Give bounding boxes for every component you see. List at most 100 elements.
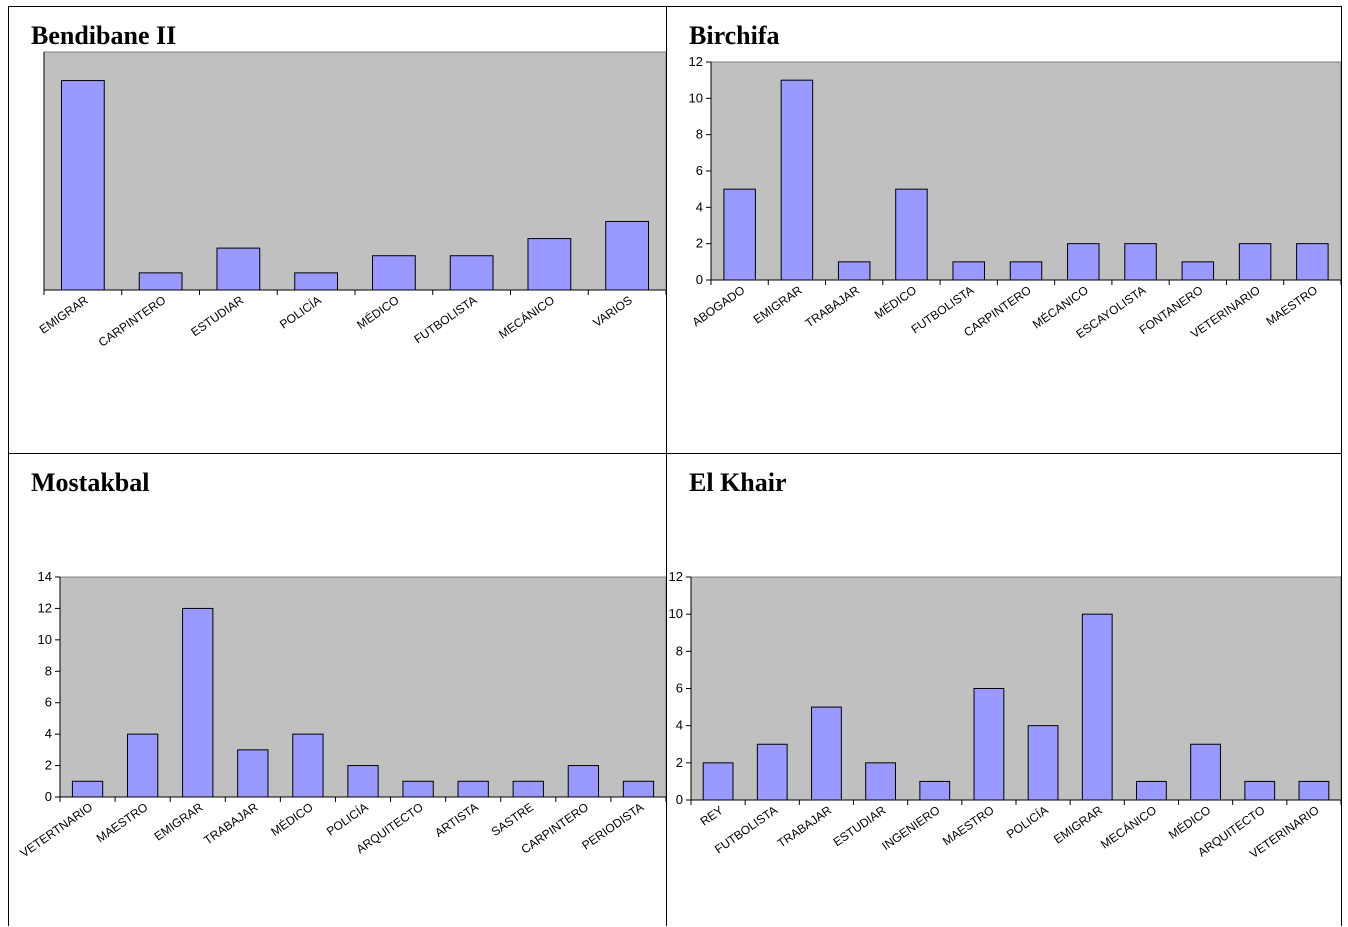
x-tick-label: TRABAJAR bbox=[775, 803, 835, 851]
x-tick-label: MÉDICO bbox=[268, 799, 316, 839]
panel-bendibane: Bendibane II EMIGRAR CARPINTERO ESTUDIAR PO… bbox=[8, 6, 667, 454]
bar bbox=[1238, 243, 1272, 281]
y-tick-label: 4 bbox=[676, 718, 683, 733]
panel-birchifa: Birchifa 0 2 4 6 8 10 12 ABOGADO EMIGRAR TRABAJAR… bbox=[666, 6, 1342, 454]
bar bbox=[1136, 780, 1167, 801]
bar bbox=[512, 780, 544, 798]
y-tick-label: 8 bbox=[676, 643, 683, 658]
x-tick-label: MÉDICO bbox=[871, 282, 919, 322]
y-tick-label: 6 bbox=[676, 681, 683, 696]
x-tick-label: POLICÍA bbox=[323, 799, 370, 838]
bar bbox=[952, 261, 985, 281]
bar bbox=[702, 762, 734, 801]
bar bbox=[622, 780, 655, 798]
y-tick-label: 14 bbox=[38, 569, 52, 584]
bar bbox=[1190, 743, 1221, 801]
y-tick-label: 2 bbox=[696, 236, 703, 251]
bar bbox=[294, 272, 339, 291]
bar bbox=[895, 188, 928, 281]
x-tick-label: POLICÍA bbox=[276, 292, 323, 331]
x-tick-label: TRABAJAR bbox=[201, 800, 261, 848]
x-tick-label: MÉDICO bbox=[354, 292, 402, 332]
x-tick-label: TRABAJAR bbox=[803, 283, 863, 331]
y-tick-label: 0 bbox=[45, 789, 52, 804]
y-tick-label: 0 bbox=[676, 792, 683, 807]
x-tick-label: MAESTRO bbox=[1263, 283, 1320, 329]
x-tick-label: FUTBOLISTA bbox=[411, 293, 479, 346]
y-tick-label: 8 bbox=[696, 127, 703, 142]
bar bbox=[1298, 780, 1330, 801]
bar bbox=[216, 247, 261, 291]
chart-title: Mostakbal bbox=[31, 468, 150, 497]
y-tick-label: 4 bbox=[45, 726, 52, 741]
y-tick-label: 6 bbox=[696, 163, 703, 178]
x-tick-label: MAESTRO bbox=[94, 800, 151, 846]
y-tick-label: 2 bbox=[45, 758, 52, 773]
bar bbox=[1181, 261, 1215, 281]
bar bbox=[138, 272, 183, 291]
bar bbox=[780, 79, 814, 281]
bar bbox=[126, 733, 159, 798]
x-tick-label: ESTUDIAR bbox=[188, 293, 246, 339]
bar bbox=[457, 780, 489, 798]
bar bbox=[527, 238, 572, 291]
x-tick-label: SASTRE bbox=[489, 800, 536, 839]
plot-area bbox=[690, 576, 1341, 801]
y-tick-label: 6 bbox=[45, 695, 52, 710]
y-tick-label: 12 bbox=[669, 569, 683, 584]
x-tick-label: PERIODISTA bbox=[579, 800, 646, 853]
bar bbox=[1067, 243, 1100, 281]
bar bbox=[60, 80, 105, 291]
x-tick-label: EMIGRAR bbox=[751, 283, 805, 327]
plot-area bbox=[59, 576, 666, 798]
y-tick-label: 4 bbox=[696, 199, 703, 214]
chart-title: Birchifa bbox=[689, 21, 780, 50]
x-tick-label: REY bbox=[698, 803, 726, 829]
bar-chart-el-khair: 024681012REYFUTBOLISTATRABAJARESTUDIARIN… bbox=[669, 569, 1341, 861]
bar bbox=[567, 765, 600, 798]
bar bbox=[865, 762, 896, 801]
bar bbox=[182, 607, 214, 798]
plot-area bbox=[710, 61, 1341, 281]
bar bbox=[811, 706, 842, 801]
bar bbox=[449, 255, 494, 291]
x-tick-label: EMIGRAR bbox=[152, 800, 206, 844]
chart-title: Bendibane II bbox=[31, 21, 177, 50]
x-tick-label: MAESTRO bbox=[940, 803, 997, 849]
x-tick-label: MÉDICO bbox=[1165, 802, 1213, 842]
bar bbox=[1124, 243, 1157, 281]
chart-title: El Khair bbox=[689, 468, 787, 497]
x-tick-label: EMIGRAR bbox=[37, 293, 91, 337]
bar bbox=[371, 255, 416, 291]
x-tick-label: MECÁNICO bbox=[1098, 802, 1160, 851]
panel-el-khair: El Khair 0 2 4 6 8 10 12 REY FUTBOLISTA TRABAJAR E… bbox=[666, 453, 1342, 926]
x-tick-label: VARIOS bbox=[590, 293, 634, 330]
y-tick-label: 10 bbox=[689, 90, 703, 105]
bar bbox=[919, 780, 951, 801]
x-tick-label: CARPINTERO bbox=[96, 293, 168, 350]
x-tick-label: ARTISTA bbox=[432, 800, 481, 840]
bar bbox=[292, 733, 324, 798]
bar bbox=[1009, 261, 1043, 281]
bar bbox=[347, 765, 379, 798]
bar bbox=[402, 780, 434, 798]
bar bbox=[71, 780, 104, 798]
x-tick-label: POLICÍA bbox=[1003, 802, 1050, 841]
y-tick-label: 10 bbox=[669, 606, 683, 621]
bar-chart-bendibane: EMIGRAR CARPINTERO ESTUDIAR POLICÍA MÉDICO FU… bbox=[37, 51, 666, 350]
y-tick-label: 2 bbox=[676, 755, 683, 770]
y-tick-label: 12 bbox=[38, 600, 52, 615]
bar bbox=[1244, 780, 1276, 801]
x-tick-label: MECÁNICO bbox=[496, 292, 558, 341]
bar bbox=[605, 220, 650, 291]
x-tick-label: INGENIERO bbox=[879, 803, 942, 853]
plot-area bbox=[43, 51, 666, 291]
panel-mostakbal: Mostakbal 0 2 4 6 8 10 12 14 VETERTNARIO MAESTRO E… bbox=[8, 453, 667, 926]
bar bbox=[837, 261, 871, 281]
x-tick-label: VETERTNARIO bbox=[18, 800, 96, 860]
x-tick-label: ABOGADO bbox=[690, 283, 748, 329]
bar bbox=[1296, 243, 1329, 281]
bar bbox=[237, 749, 269, 798]
